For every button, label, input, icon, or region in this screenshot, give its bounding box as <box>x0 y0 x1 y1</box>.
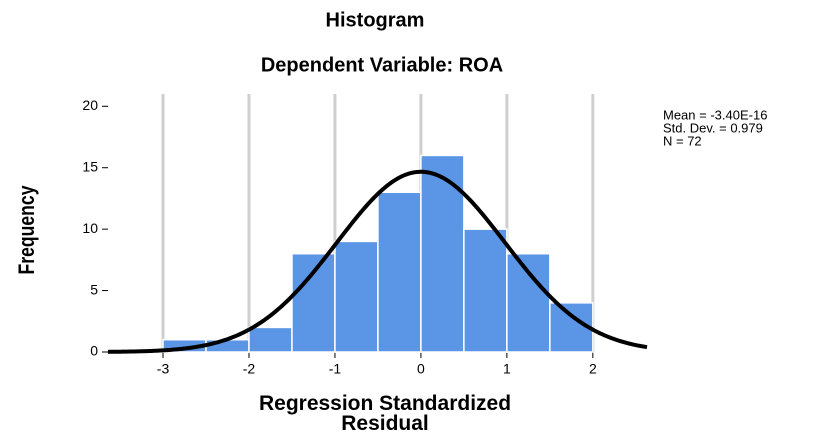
x-tick-label: 0 <box>417 361 425 377</box>
x-axis-label: Regression Standardized Residual <box>258 392 512 435</box>
y-axis-label: Frequency <box>15 186 39 275</box>
normal-curve <box>107 169 648 354</box>
x-tick-label: 1 <box>503 361 511 377</box>
stat-mean: Mean = -3.40E-16 <box>663 107 767 122</box>
x-tick-label: -3 <box>157 361 170 377</box>
y-tick-label: 20 <box>82 97 98 113</box>
chart-subtitle: Dependent Variable: ROA <box>261 54 503 76</box>
bar <box>506 252 551 353</box>
stat-sd: Std. Dev. = 0.979 <box>663 120 763 135</box>
bar <box>420 154 465 353</box>
stat-n: N = 72 <box>663 133 702 148</box>
bar <box>463 228 508 353</box>
x-tick-label: -1 <box>329 361 342 377</box>
bar <box>291 252 336 353</box>
y-tick-label: 0 <box>90 343 98 359</box>
y-tick-label: 15 <box>82 158 98 174</box>
bar <box>334 240 379 353</box>
bar <box>248 326 293 353</box>
x-tick-label: -2 <box>243 361 256 377</box>
chart-title: Histogram <box>326 9 425 31</box>
y-tick-label: 5 <box>90 281 98 297</box>
x-tick-label: 2 <box>589 361 597 377</box>
bar <box>377 191 422 353</box>
y-tick-label: 10 <box>82 220 98 236</box>
